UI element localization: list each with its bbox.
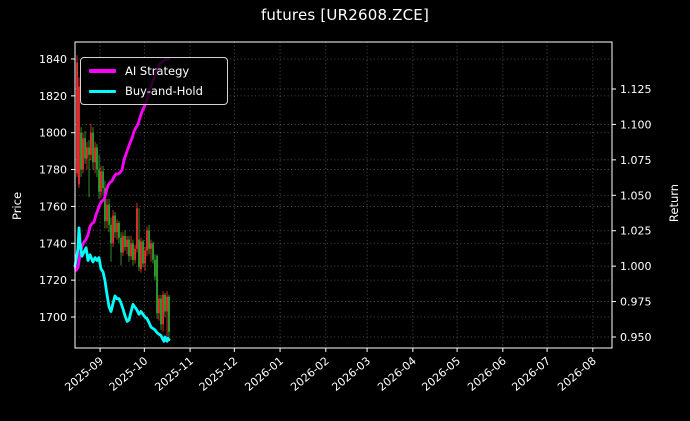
legend-item-ai-strategy: AI Strategy [89,62,219,80]
candle-body [148,230,150,249]
candle-body [164,294,166,312]
price-tick-label: 1720 [39,274,67,287]
candle-body [78,86,80,185]
return-axis-label: Return [667,183,681,223]
candle-body [92,132,94,163]
date-tick-label: 2025-12 [197,354,241,394]
price-tick-label: 1700 [39,311,67,324]
price-tick-label: 1840 [39,53,67,66]
candle-body [128,239,130,257]
date-tick-label: 2026-08 [555,354,599,394]
buy-and-hold-line [73,226,171,343]
price-tick-label: 1820 [39,90,67,103]
candle-body [108,204,110,225]
return-tick-label: 0.975 [620,296,652,309]
candle-body [154,259,156,277]
candle-body [140,241,142,270]
candle-body [100,171,102,192]
candle-body [134,248,136,260]
return-tick-label: 1.075 [620,154,652,167]
candle-body [104,188,106,222]
candle-body [80,132,82,170]
candle-body [132,243,134,260]
return-tick-label: 0.950 [620,331,652,344]
price-tick-label: 1800 [39,127,67,140]
candle-body [126,239,128,247]
date-tick-label: 2026-04 [375,354,419,394]
candle-body [84,138,86,159]
candle-body [110,224,112,244]
date-tick-label: 2026-01 [242,354,286,394]
date-tick-label: 2026-03 [329,354,373,394]
candle-body [112,215,114,244]
candle-body [166,296,168,312]
buy-and-hold-line-swatch [89,89,116,93]
date-tick-label: 2025-09 [62,354,106,394]
return-tick-label: 1.100 [620,118,652,131]
candle-body [96,147,98,170]
candle-body [88,147,90,155]
ai-strategy-line-swatch [89,69,116,73]
price-axis-label: Price [10,191,24,221]
date-tick-label: 2026-06 [465,354,509,394]
candle-body [98,169,100,192]
legend-label-ai-strategy: AI Strategy [125,63,190,78]
candle-body [94,147,96,163]
legend-label-buy-and-hold: Buy-and-Hold [125,84,203,99]
candle-body [118,223,120,238]
legend-item-buy-and-hold: Buy-and-Hold [89,83,219,101]
candle-body [122,235,124,253]
candle-body [114,215,116,233]
candle-body [124,235,126,247]
candle-body [136,208,138,249]
candle-body [82,138,84,170]
candle-body [162,294,164,325]
price-tick-label: 1780 [39,164,67,177]
date-tick-label: 2026-05 [419,354,463,394]
return-tick-label: 1.050 [620,189,652,202]
candle-body [76,62,78,174]
candle-body [158,298,160,314]
date-tick-label: 2026-07 [509,354,553,394]
legend: AI Strategy Buy-and-Hold [80,57,228,105]
candle-body [152,243,154,260]
candle-body [146,230,148,251]
candle-body [102,171,104,188]
candle-body [138,239,140,268]
candle-body [90,132,92,155]
price-tick-label: 1760 [39,200,67,213]
candle-body [120,237,122,253]
candle-body [150,243,152,249]
date-tick-label: 2025-10 [107,354,151,394]
candle-body [86,147,88,159]
candle-body [130,243,132,257]
return-tick-label: 1.000 [620,260,652,273]
candle-body [160,298,162,325]
price-tick-label: 1740 [39,237,67,250]
return-tick-label: 1.025 [620,225,652,238]
date-tick-label: 2025-11 [152,354,196,394]
candle-body [106,204,108,222]
candle-body [156,256,158,314]
candle-body [142,241,144,264]
return-tick-label: 1.125 [620,83,652,96]
chart-title: futures [UR2608.ZCE] [260,6,430,24]
date-tick-label: 2026-02 [288,354,332,394]
candle-body [168,296,170,332]
candle-body [144,250,146,264]
candle-body [116,223,118,233]
